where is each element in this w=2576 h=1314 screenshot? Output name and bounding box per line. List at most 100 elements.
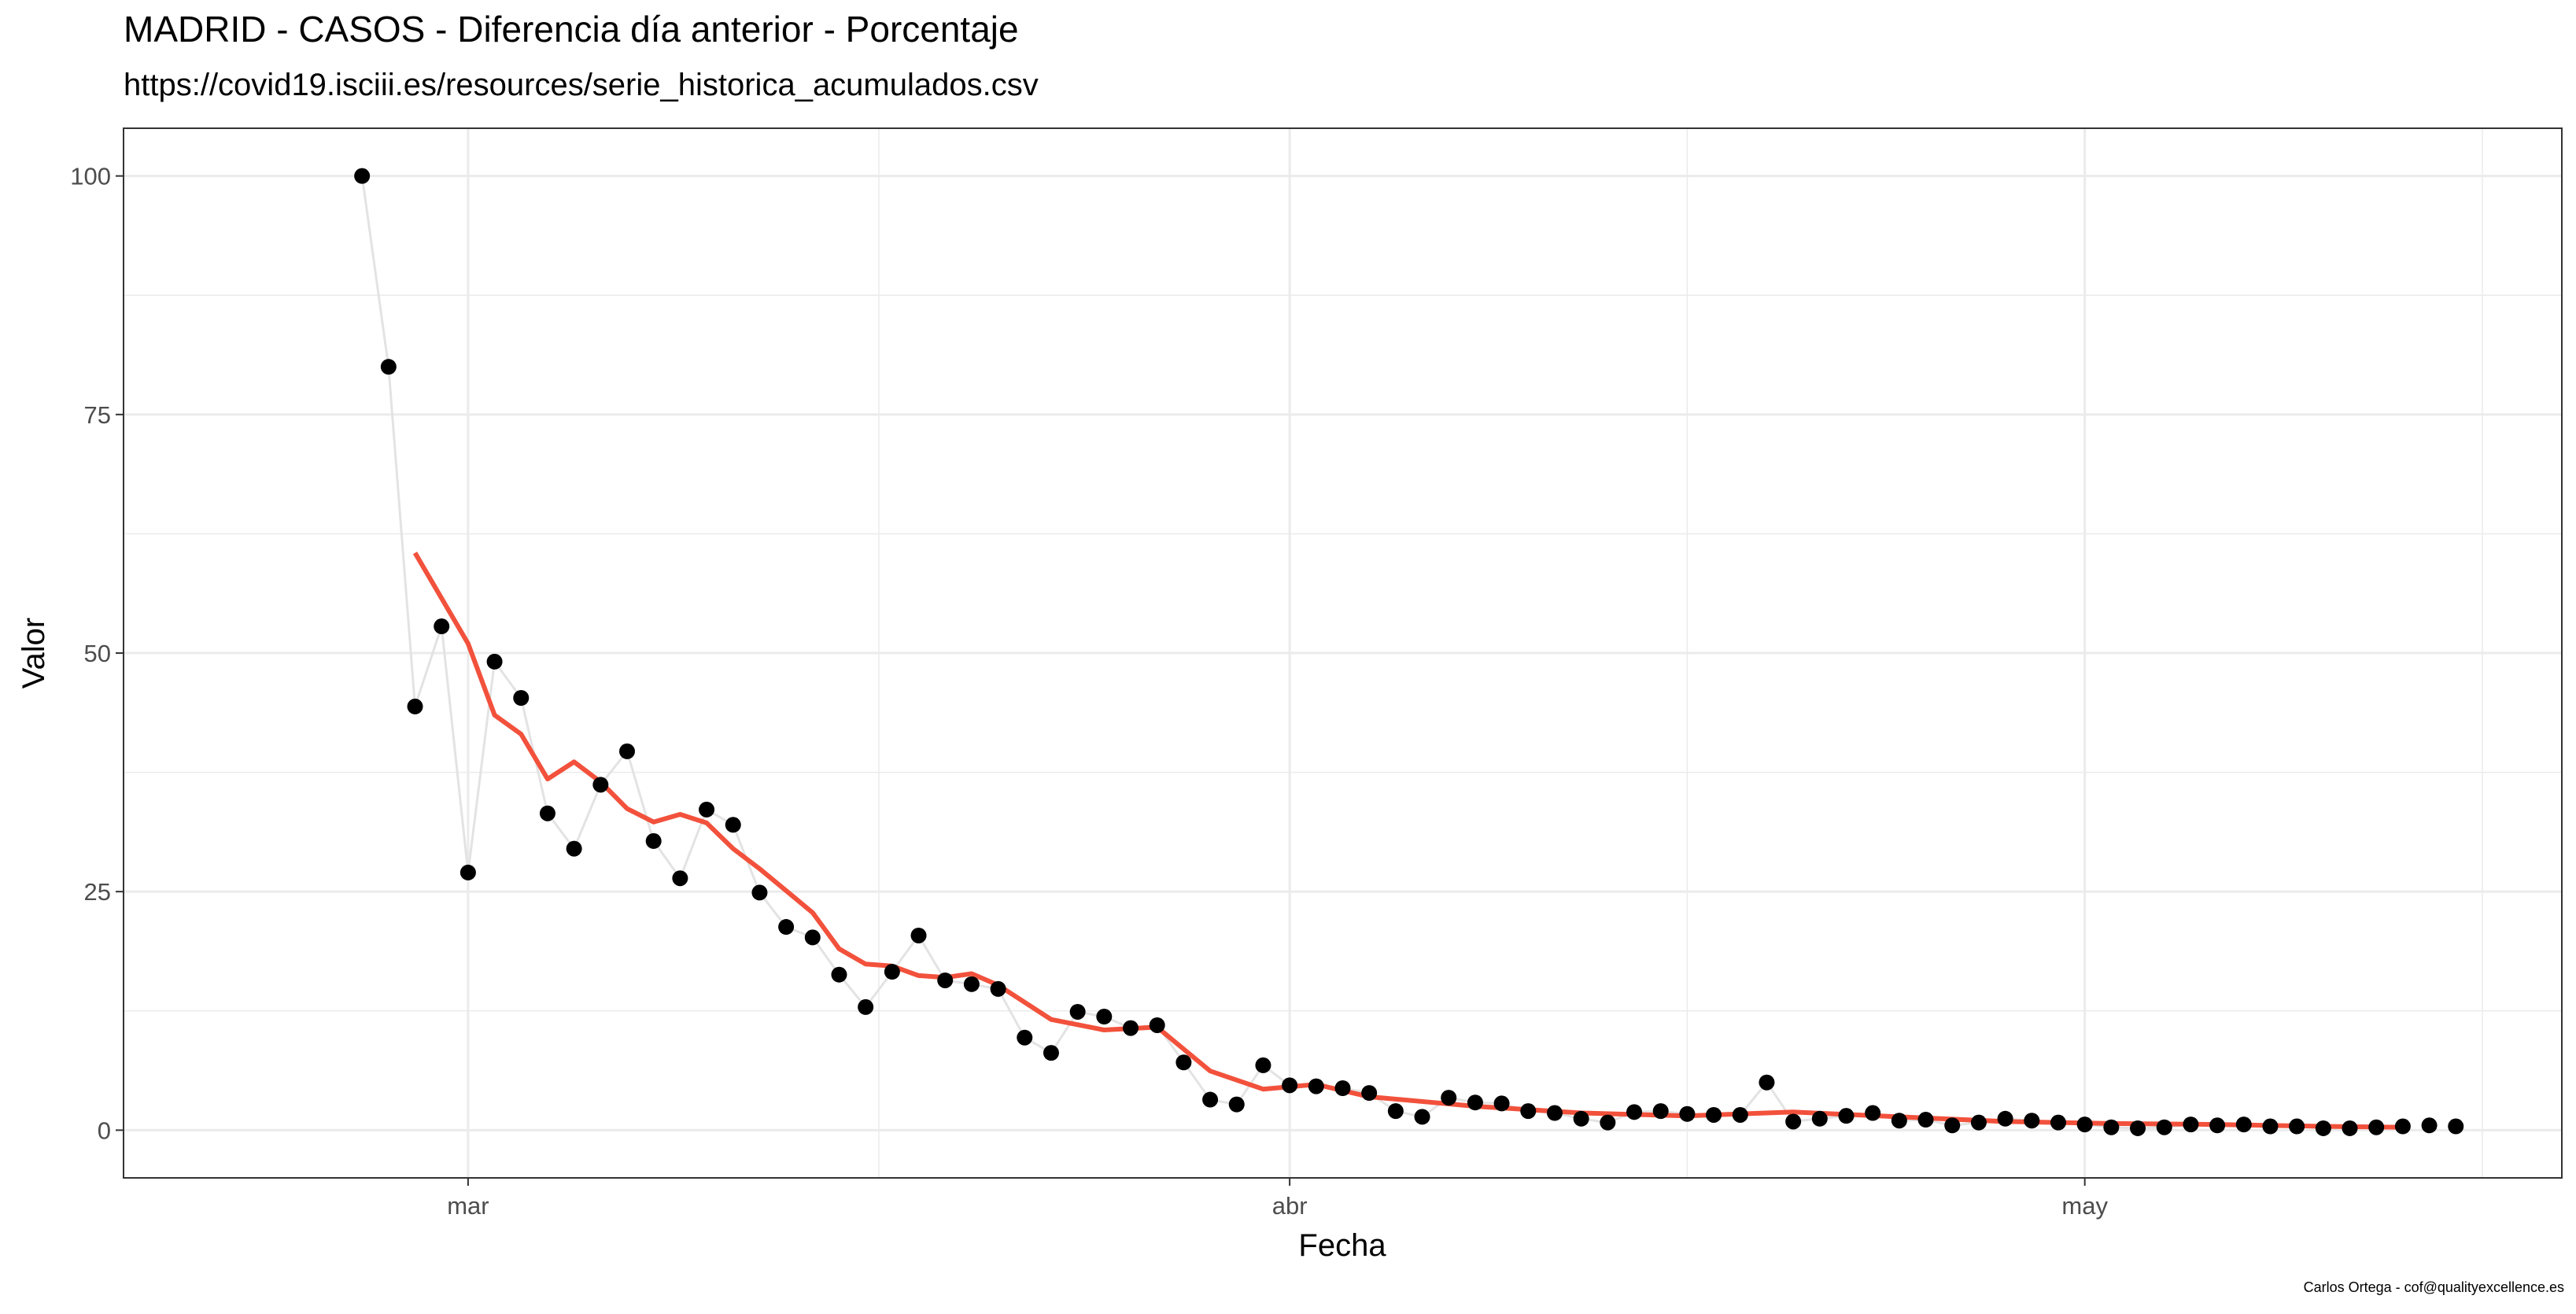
data-point xyxy=(1785,1113,1802,1130)
data-point xyxy=(2235,1117,2252,1133)
data-point xyxy=(2289,1118,2305,1135)
y-axis-title: Valor xyxy=(17,618,51,688)
x-tick-label: abr xyxy=(1272,1192,1308,1220)
data-point xyxy=(804,929,821,946)
data-point xyxy=(513,689,530,706)
chart-caption: Carlos Ortega - cof@qualityexcellence.es xyxy=(2303,1279,2564,1295)
y-tick-label: 50 xyxy=(84,640,111,667)
data-point xyxy=(1175,1054,1192,1071)
data-point xyxy=(1334,1080,1351,1097)
data-point xyxy=(2315,1120,2331,1136)
data-point xyxy=(1282,1077,1298,1094)
data-point xyxy=(1441,1090,1457,1106)
data-point xyxy=(990,980,1006,997)
y-axis: 0 25 50 75 100 xyxy=(70,163,124,1144)
chart-title: MADRID - CASOS - Diferencia día anterior… xyxy=(124,9,1019,50)
y-tick-label: 0 xyxy=(98,1117,111,1144)
data-point xyxy=(2368,1119,2385,1135)
x-tick-label: mar xyxy=(447,1192,489,1220)
data-point xyxy=(1944,1117,1961,1134)
data-point xyxy=(1759,1074,1775,1091)
data-point xyxy=(1891,1113,1907,1129)
y-tick-label: 100 xyxy=(70,163,111,190)
data-point xyxy=(1573,1110,1589,1127)
chart-subtitle: https://covid19.isciii.es/resources/seri… xyxy=(124,68,1039,102)
data-point xyxy=(699,801,715,818)
data-point xyxy=(592,777,609,793)
data-point xyxy=(619,743,636,759)
data-point xyxy=(1546,1105,1563,1121)
data-point xyxy=(1679,1105,1696,1122)
data-point xyxy=(486,653,503,670)
data-point xyxy=(2394,1118,2411,1135)
data-point xyxy=(1069,1003,1086,1020)
data-point xyxy=(1811,1110,1828,1127)
data-point xyxy=(1865,1105,1881,1121)
data-point xyxy=(2183,1117,2199,1133)
data-point xyxy=(2076,1117,2093,1133)
data-point xyxy=(1520,1103,1537,1120)
data-point xyxy=(2103,1119,2120,1135)
data-point xyxy=(1917,1112,1934,1128)
data-point xyxy=(937,972,954,988)
data-point xyxy=(884,964,900,980)
data-point xyxy=(1732,1106,1748,1123)
data-point xyxy=(910,927,927,943)
data-point xyxy=(1255,1057,1271,1073)
data-point xyxy=(1361,1085,1378,1102)
data-point xyxy=(2448,1118,2464,1135)
data-point xyxy=(354,168,371,184)
x-axis-title: Fecha xyxy=(1298,1228,1386,1263)
data-point xyxy=(645,832,662,849)
data-point xyxy=(672,870,688,887)
data-point xyxy=(1838,1108,1854,1124)
data-point xyxy=(1626,1104,1643,1120)
data-point xyxy=(1043,1045,1059,1061)
data-point xyxy=(2209,1117,2226,1134)
data-point xyxy=(831,966,847,983)
data-point xyxy=(2262,1118,2279,1135)
data-point xyxy=(858,998,874,1015)
data-point xyxy=(407,698,423,714)
data-point xyxy=(1652,1103,1669,1120)
data-point xyxy=(1997,1110,2013,1127)
data-point xyxy=(1493,1095,1510,1112)
x-tick-label: may xyxy=(2061,1192,2108,1220)
data-point xyxy=(751,884,768,901)
data-point xyxy=(459,864,476,880)
data-point xyxy=(2342,1120,2358,1136)
data-point xyxy=(539,805,555,821)
data-point xyxy=(434,618,450,635)
data-point xyxy=(566,840,582,857)
y-tick-label: 75 xyxy=(84,401,111,429)
data-point xyxy=(1149,1017,1165,1033)
x-axis: mar abr may xyxy=(447,1178,2108,1220)
data-point xyxy=(1017,1029,1033,1046)
data-point xyxy=(2050,1114,2066,1131)
data-point xyxy=(1308,1078,1324,1094)
data-point xyxy=(1414,1109,1430,1125)
data-point xyxy=(963,976,980,992)
data-point xyxy=(778,919,795,936)
data-point xyxy=(2421,1117,2438,1134)
data-point xyxy=(1970,1114,1987,1131)
data-point xyxy=(1467,1094,1483,1111)
data-point xyxy=(1202,1091,1219,1108)
data-point xyxy=(1123,1020,1139,1036)
major-gridlines xyxy=(124,128,2562,1178)
data-point xyxy=(1600,1114,1616,1131)
data-points xyxy=(354,168,2464,1136)
data-point xyxy=(2024,1113,2040,1129)
data-point xyxy=(2156,1119,2172,1135)
data-point xyxy=(1096,1009,1113,1025)
data-point xyxy=(1387,1103,1404,1120)
smooth-series-line xyxy=(412,552,2403,1130)
data-point xyxy=(1706,1106,1722,1123)
data-point xyxy=(1228,1096,1245,1113)
data-point xyxy=(380,359,397,375)
smooth-series-polyline xyxy=(412,552,2403,1130)
data-point xyxy=(2130,1120,2146,1136)
y-tick-label: 25 xyxy=(84,878,111,906)
data-point xyxy=(725,817,741,833)
